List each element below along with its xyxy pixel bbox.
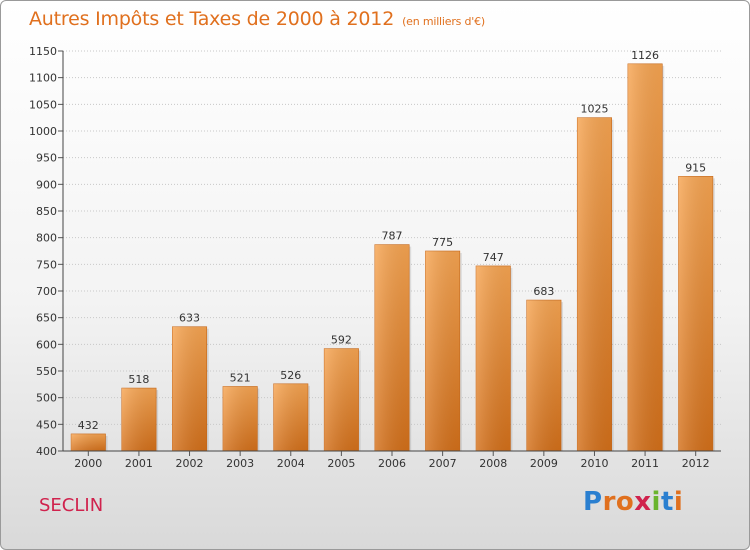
x-tick-label: 2000: [74, 457, 102, 470]
logo-letter: o: [615, 487, 635, 517]
x-tick-label: 2010: [580, 457, 608, 470]
value-label: 592: [331, 334, 352, 347]
logo-letter: P: [583, 487, 603, 517]
bar-highlight: [627, 63, 663, 452]
x-tick-label: 2008: [479, 457, 507, 470]
x-tick-label: 2004: [277, 457, 305, 470]
value-label: 915: [685, 161, 706, 174]
y-tick-label: 1000: [29, 125, 57, 138]
bar-highlight: [476, 265, 511, 451]
value-label: 787: [382, 230, 403, 243]
y-tick-label: 900: [36, 178, 57, 191]
y-tick-label: 800: [36, 232, 57, 245]
value-label: 432: [78, 419, 99, 432]
y-tick-label: 750: [36, 258, 57, 271]
x-tick-label: 2001: [125, 457, 153, 470]
logo-letter: i: [673, 487, 684, 517]
bar-highlight: [425, 251, 460, 451]
logo-letter: i: [651, 487, 661, 517]
y-tick-label: 700: [36, 285, 57, 298]
value-label: 526: [280, 369, 301, 382]
bar-highlight: [577, 117, 612, 452]
chart-title: Autres Impôts et Taxes de 2000 à 2012 (en…: [29, 8, 485, 30]
value-label: 683: [533, 285, 554, 298]
bar-highlight: [121, 388, 157, 451]
bar-highlight: [526, 300, 562, 451]
x-tick-label: 2002: [176, 457, 204, 470]
x-tick-label: 2006: [378, 457, 406, 470]
value-label: 521: [230, 371, 251, 384]
logo-letter: t: [660, 487, 674, 517]
value-label: 1025: [580, 103, 608, 116]
bar-highlight: [71, 433, 106, 451]
bar-highlight: [172, 326, 207, 451]
x-tick-label: 2012: [682, 457, 710, 470]
y-tick-label: 1150: [29, 45, 57, 58]
value-label: 775: [432, 236, 453, 249]
x-tick-label: 2003: [226, 457, 254, 470]
bar-highlight: [374, 244, 410, 451]
y-tick-label: 650: [36, 312, 57, 325]
y-tick-label: 600: [36, 338, 57, 351]
y-tick-label: 450: [36, 418, 57, 431]
y-tick-label: 500: [36, 392, 57, 405]
bar-highlight: [222, 386, 258, 451]
x-tick-label: 2005: [327, 457, 355, 470]
y-tick-label: 1050: [29, 98, 57, 111]
x-tick-label: 2011: [631, 457, 659, 470]
y-tick-label: 1100: [29, 72, 57, 85]
logo-letter: x: [634, 487, 652, 517]
bar-highlight: [678, 176, 713, 452]
proxiti-logo: Proxiti: [583, 487, 683, 517]
chart-title-text: Autres Impôts et Taxes de 2000 à 2012: [29, 8, 395, 30]
value-label: 1126: [631, 49, 659, 62]
city-name: SECLIN: [39, 495, 104, 516]
chart-subtitle: (en milliers d'€): [402, 15, 485, 28]
bar-highlight: [273, 383, 308, 451]
value-label: 518: [128, 373, 149, 386]
logo-letter: r: [602, 487, 616, 517]
y-tick-label: 400: [36, 445, 57, 458]
x-tick-label: 2007: [429, 457, 457, 470]
y-tick-label: 550: [36, 365, 57, 378]
bar-highlight: [324, 348, 359, 451]
value-label: 747: [483, 251, 504, 264]
y-tick-label: 850: [36, 205, 57, 218]
x-tick-label: 2009: [530, 457, 558, 470]
value-label: 633: [179, 312, 200, 325]
y-tick-label: 950: [36, 152, 57, 165]
